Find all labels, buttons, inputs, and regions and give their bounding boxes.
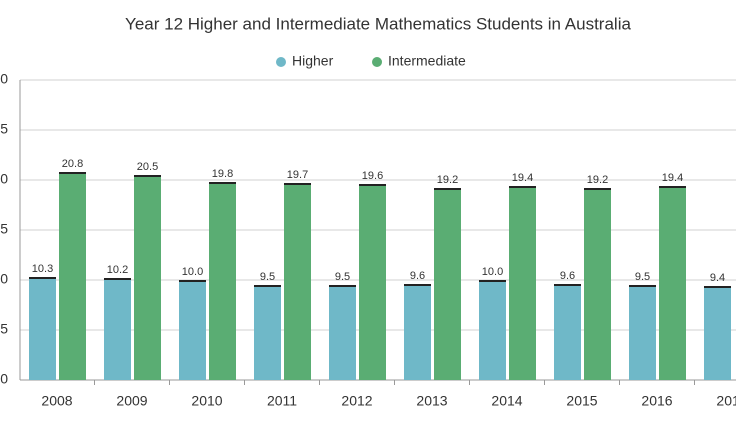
x-tick-label: 2010 <box>191 393 222 409</box>
y-tick-label: 25 <box>0 121 8 137</box>
bar <box>284 183 311 380</box>
legend-label: Intermediate <box>388 53 466 69</box>
value-label: 19.4 <box>512 172 533 184</box>
value-label: 9.6 <box>560 270 575 282</box>
value-label: 20.5 <box>137 161 158 173</box>
bar <box>704 286 731 380</box>
bar <box>209 182 236 380</box>
y-tick-label: 15 <box>0 221 8 237</box>
value-label: 9.4 <box>710 272 725 284</box>
value-label: 9.5 <box>335 271 350 283</box>
legend-label: Higher <box>292 53 334 69</box>
bar <box>554 284 581 380</box>
y-tick-label: 0 <box>0 371 8 387</box>
bar <box>179 280 206 380</box>
value-label: 19.6 <box>362 170 383 182</box>
x-tick-label: 2016 <box>641 393 672 409</box>
value-label: 10.2 <box>107 264 128 276</box>
x-tick-label: 2014 <box>491 393 522 409</box>
bar <box>479 280 506 380</box>
bar <box>509 186 536 380</box>
bar <box>104 278 131 380</box>
bar <box>629 285 656 380</box>
bar <box>659 186 686 380</box>
legend-marker <box>276 57 286 67</box>
bar <box>584 188 611 380</box>
x-tick-label: 2015 <box>566 393 597 409</box>
bar <box>404 284 431 380</box>
value-label: 19.7 <box>287 169 308 181</box>
x-tick-label: 2011 <box>267 393 297 409</box>
x-tick-label: 2008 <box>41 393 72 409</box>
bar <box>254 285 281 380</box>
value-label: 19.2 <box>437 174 458 186</box>
value-label: 19.4 <box>662 172 683 184</box>
value-label: 9.6 <box>410 270 425 282</box>
value-label: 19.8 <box>212 168 233 180</box>
y-tick-label: 10 <box>0 271 8 287</box>
bar <box>434 188 461 380</box>
x-tick-label: 2013 <box>416 393 447 409</box>
value-label: 9.5 <box>635 271 650 283</box>
value-label: 9.5 <box>260 271 275 283</box>
bar <box>329 285 356 380</box>
legend-marker <box>372 57 382 67</box>
bar <box>134 175 161 380</box>
chart-title: Year 12 Higher and Intermediate Mathemat… <box>125 14 631 33</box>
x-tick-label: 2012 <box>341 393 372 409</box>
bar <box>59 172 86 380</box>
x-tick-label: 2017 <box>716 393 736 409</box>
value-label: 10.0 <box>182 266 203 278</box>
y-tick-label: 30 <box>0 71 8 87</box>
value-label: 10.0 <box>482 266 503 278</box>
value-label: 20.8 <box>62 158 83 170</box>
bar <box>29 277 56 380</box>
y-tick-label: 5 <box>0 321 8 337</box>
bar <box>359 184 386 380</box>
x-tick-label: 2009 <box>116 393 147 409</box>
y-tick-label: 20 <box>0 171 8 187</box>
value-label: 10.3 <box>32 263 53 275</box>
value-label: 19.2 <box>587 174 608 186</box>
